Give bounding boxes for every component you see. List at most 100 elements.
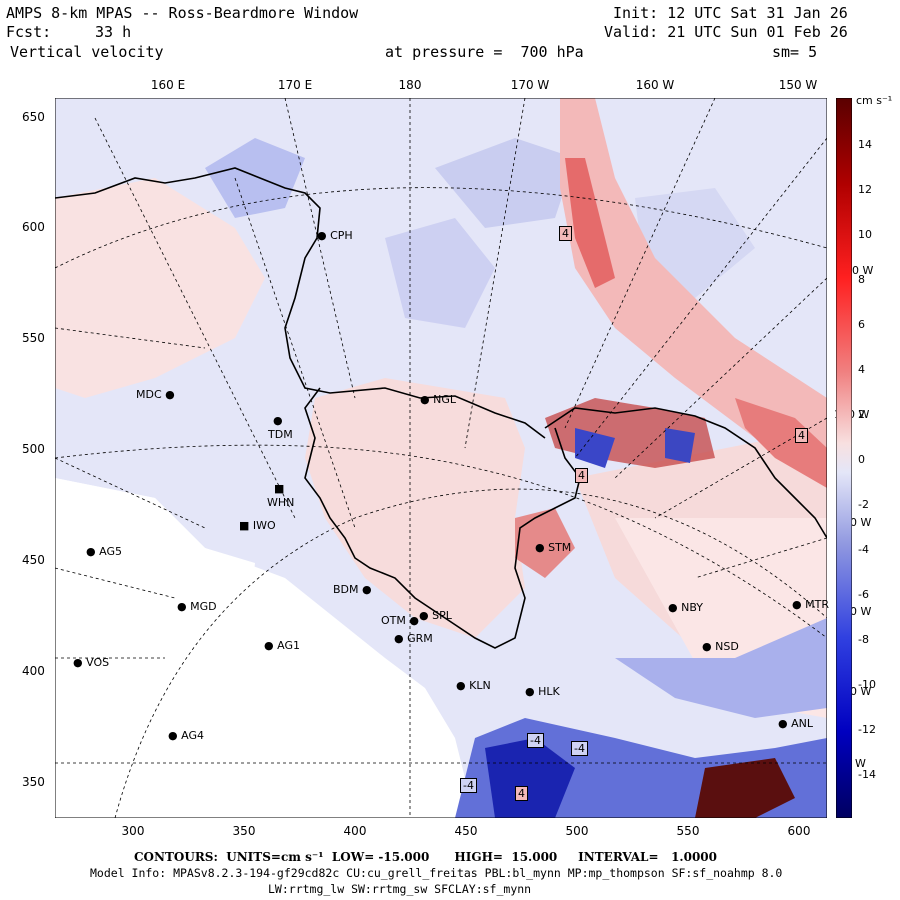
station-nsd[interactable]: ● NSD <box>702 640 739 653</box>
station-label: WHN <box>267 496 295 509</box>
colorbar-tick: -6 <box>858 588 869 601</box>
strongest-negative-zone <box>485 738 575 818</box>
map-plot <box>55 98 827 818</box>
colorbar-tick: 2 <box>858 408 865 421</box>
positive-band <box>560 98 827 478</box>
station-label: NSD <box>715 640 739 653</box>
contour-label: 4 <box>795 428 808 443</box>
positive-core <box>735 398 827 488</box>
station-mtr[interactable]: ● MTR <box>792 598 829 611</box>
station-bdm[interactable]: BDM ● <box>333 583 372 596</box>
station-ag5[interactable]: ● AG5 <box>86 545 122 558</box>
bottom-axis-label: 300 <box>121 824 145 838</box>
colorbar-tick: 0 <box>858 453 865 466</box>
top-axis-label: 160 E <box>150 78 186 92</box>
contour-label: -4 <box>527 733 544 748</box>
strong-negative-cell <box>665 428 695 463</box>
station-cph[interactable]: ● CPH <box>317 229 353 242</box>
colorbar-tick: 8 <box>858 273 865 286</box>
positive-cell <box>515 508 575 578</box>
station-label: MGD <box>190 600 217 613</box>
station-label: OTM <box>381 614 406 627</box>
station-grm[interactable]: ● GRM <box>394 632 433 645</box>
bottom-axis-label: 500 <box>565 824 589 838</box>
forecast-hour: 33 h <box>95 23 132 41</box>
strong-negative-cell <box>575 428 615 468</box>
station-hlk[interactable]: ● HLK <box>525 685 560 698</box>
colorbar-tick: -12 <box>858 723 876 736</box>
station-whn[interactable]: WHN <box>267 496 294 509</box>
station-mdc[interactable]: MDC ● <box>136 388 175 401</box>
station-label: CPH <box>330 229 353 242</box>
plateau-region <box>55 478 385 818</box>
strongest-positive-zone <box>695 758 795 818</box>
colorbar-tick: 12 <box>858 183 872 196</box>
bottom-axis-label: 400 <box>343 824 367 838</box>
station-ag1[interactable]: ● AG1 <box>264 639 300 652</box>
colorbar-units: cm s⁻¹ <box>856 94 893 107</box>
station-nby[interactable]: ● NBY <box>668 601 704 614</box>
top-axis-label: 160 W <box>635 78 675 92</box>
colorbar-tick: -2 <box>858 498 869 511</box>
colorbar-gradient <box>836 98 852 818</box>
left-axis-label: 500 <box>22 442 45 456</box>
field-name: Vertical velocity <box>10 43 164 61</box>
left-axis-label: 550 <box>22 331 45 345</box>
station-label: GRM <box>407 632 433 645</box>
colorbar-tick: -14 <box>858 768 876 781</box>
top-axis-label: 170 W <box>510 78 550 92</box>
station-otm[interactable]: OTM ● <box>381 614 419 627</box>
top-axis-label: 180 <box>398 78 422 92</box>
station-tdm-dot: ● <box>273 414 283 427</box>
station-mgd[interactable]: ● MGD <box>177 600 217 613</box>
station-label: STM <box>548 541 572 554</box>
station-whn-dot: ■ <box>274 482 285 495</box>
valid-time: Valid: 21 UTC Sun 01 Feb 26 <box>604 23 848 41</box>
station-ngl[interactable]: ● NGL <box>420 393 456 406</box>
bottom-axis-label: 350 <box>232 824 256 838</box>
bottom-axis-label: 450 <box>454 824 478 838</box>
smoothing: sm= 5 <box>772 43 818 61</box>
station-iwo[interactable]: ■ IWO <box>239 519 276 532</box>
weak-positive-west <box>55 178 265 398</box>
meridian-label: W <box>855 757 866 770</box>
colorbar-tick: 10 <box>858 228 872 241</box>
station-vos[interactable]: ● VOS <box>73 656 110 669</box>
station-label: AG1 <box>277 639 300 652</box>
pressure-level: at pressure = 700 hPa <box>385 43 584 61</box>
station-tdm[interactable]: TDM <box>268 428 293 441</box>
station-kln[interactable]: ● KLN <box>456 679 491 692</box>
top-axis-label: 170 E <box>277 78 313 92</box>
station-spl[interactable]: ● SPL <box>419 609 452 622</box>
station-label: KLN <box>469 679 491 692</box>
station-label: MDC <box>136 388 162 401</box>
station-anl[interactable]: ● ANL <box>778 717 813 730</box>
graticule <box>55 98 827 818</box>
forecast-label: Fcst: <box>6 23 52 41</box>
station-label: MTR <box>805 598 829 611</box>
station-ag4[interactable]: ● AG4 <box>168 729 204 742</box>
colorbar-tick: -4 <box>858 543 869 556</box>
bottom-axis-label: 600 <box>787 824 811 838</box>
left-axis-label: 400 <box>22 664 45 678</box>
left-axis-label: 450 <box>22 553 45 567</box>
colorbar-tick: -10 <box>858 678 876 691</box>
colorbar <box>836 98 852 818</box>
colorbar-tick: 14 <box>858 138 872 151</box>
map-title: AMPS 8-km MPAS -- Ross-Beardmore Window <box>6 4 359 22</box>
station-label: SPL <box>432 609 452 622</box>
init-time: Init: 12 UTC Sat 31 Jan 26 <box>613 4 848 22</box>
station-label: NGL <box>433 393 456 406</box>
station-label: ANL <box>791 717 813 730</box>
colorbar-tick: 6 <box>858 318 865 331</box>
contour-label: 4 <box>559 226 572 241</box>
contours-info: CONTOURS: UNITS=cm s⁻¹ LOW= -15.000 HIGH… <box>134 850 718 864</box>
bottom-axis-label: 550 <box>676 824 700 838</box>
top-axis-label: 150 W <box>778 78 818 92</box>
station-label: BDM <box>333 583 359 596</box>
station-stm[interactable]: ● STM <box>535 541 572 554</box>
negative-patch <box>385 218 495 328</box>
coastline <box>55 167 827 649</box>
station-label: HLK <box>538 685 560 698</box>
contour-label: -4 <box>460 778 477 793</box>
